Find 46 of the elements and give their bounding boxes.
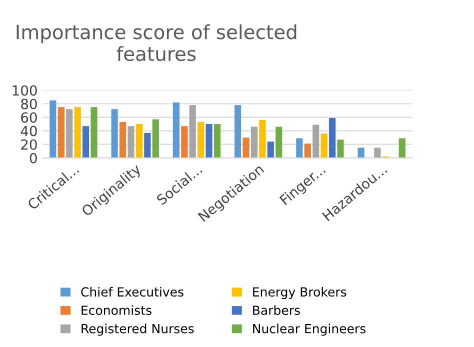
y-tick-label: 80 bbox=[21, 98, 37, 110]
bar bbox=[181, 126, 188, 158]
bar bbox=[128, 126, 134, 158]
bar bbox=[296, 138, 303, 158]
bar bbox=[214, 124, 221, 158]
bar bbox=[189, 105, 196, 158]
legend-label: Chief Executives bbox=[81, 286, 184, 297]
bar bbox=[198, 122, 204, 158]
bar bbox=[242, 138, 250, 158]
bar bbox=[172, 102, 180, 158]
bar bbox=[234, 105, 242, 158]
bar bbox=[152, 119, 159, 158]
bar bbox=[206, 124, 212, 158]
y-tick-label: 20 bbox=[21, 139, 37, 150]
bar bbox=[136, 124, 142, 158]
bar bbox=[276, 126, 282, 158]
bar bbox=[119, 122, 126, 158]
bar bbox=[250, 126, 258, 158]
bar bbox=[398, 138, 406, 158]
legend-label: Energy Brokers bbox=[253, 286, 346, 300]
bar bbox=[267, 142, 274, 158]
legend-label: Barbers bbox=[253, 305, 300, 315]
legend-label: Economists bbox=[82, 305, 152, 315]
bar bbox=[374, 148, 381, 158]
bar bbox=[358, 148, 364, 158]
legend-label: Nuclear Engineers bbox=[253, 324, 366, 336]
chart-title: Importance score of selected features bbox=[16, 24, 296, 62]
bar bbox=[90, 107, 98, 158]
y-tick-label: 60 bbox=[21, 112, 37, 123]
bar bbox=[58, 107, 64, 158]
y-tick-label: 40 bbox=[20, 126, 37, 136]
bar bbox=[337, 140, 344, 158]
bar bbox=[66, 109, 73, 158]
bar bbox=[259, 120, 266, 158]
bar bbox=[320, 134, 328, 158]
bar bbox=[111, 109, 118, 158]
legend-label: Registered Nurses bbox=[82, 324, 194, 336]
bar bbox=[312, 124, 320, 158]
bar bbox=[144, 132, 151, 158]
bar bbox=[50, 100, 56, 158]
bar bbox=[82, 126, 90, 158]
bar bbox=[328, 118, 336, 158]
y-tick-label: 100 bbox=[12, 85, 37, 96]
bar bbox=[74, 107, 81, 158]
y-tick-label: 0 bbox=[30, 152, 37, 164]
bar bbox=[304, 144, 311, 158]
